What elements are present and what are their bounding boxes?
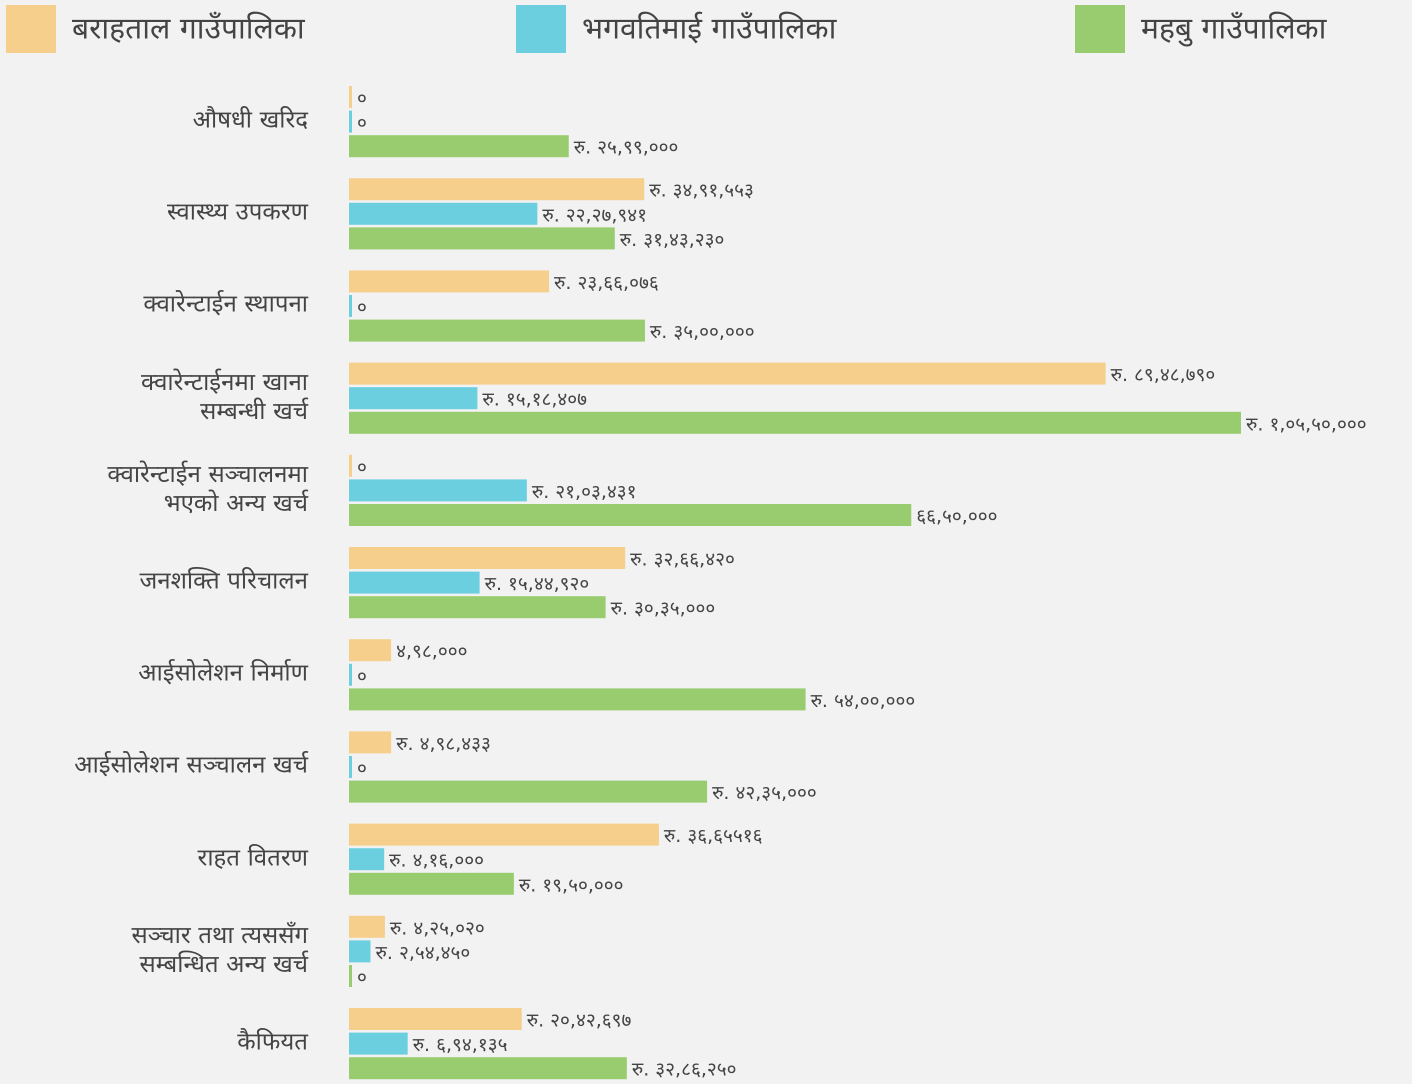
value-label: रु. १५,४४,९२०	[485, 573, 590, 595]
legend-swatch	[6, 5, 56, 53]
bar	[349, 663, 352, 686]
bar	[349, 387, 478, 410]
value-label: रु. ८९,४८,७९०	[1111, 364, 1216, 386]
bar	[349, 848, 385, 871]
bar	[349, 270, 550, 293]
category-label: राहत वितरण	[197, 843, 309, 872]
value-label: रु. १९,५०,०००	[519, 874, 624, 896]
value-label: रु. २३,६६,०७६	[554, 272, 659, 294]
value-label: रु. ३०,३५,०००	[611, 598, 716, 620]
legend-label: बराहताल गाउँपालिका	[72, 12, 306, 47]
bar	[349, 731, 392, 754]
legend-label: भगवतिमाई गाउँपालिका	[582, 12, 838, 47]
category-label: क्वारेन्टाईन सञ्चालनमा भएको अन्य खर्च	[107, 459, 308, 517]
bar	[349, 227, 615, 250]
value-label: रु. ४२,३५,०००	[712, 782, 817, 804]
bar	[349, 178, 645, 201]
category-label: आईसोलेशन सञ्चालन खर्च	[74, 750, 308, 779]
value-label: रु. ६,९४,१३५	[413, 1034, 508, 1056]
value-label: रु. ४,९८,४३३	[396, 733, 491, 755]
bar	[349, 454, 352, 477]
bar	[349, 362, 1106, 385]
bar	[349, 965, 352, 987]
category-label: कैफियत	[237, 1027, 308, 1056]
value-label: ०	[357, 967, 367, 989]
value-label: रु. २५,९९,०००	[574, 137, 679, 159]
value-label: रु. २२,२७,९४१	[542, 204, 647, 226]
value-label: रु. ३५,००,०००	[650, 321, 755, 343]
bar	[349, 756, 352, 778]
bar	[349, 202, 538, 225]
bar	[349, 1057, 627, 1080]
category-label: स्वास्थ्य उपकरण	[167, 197, 308, 226]
value-label: रु. ५४,००,०००	[811, 690, 916, 712]
value-label: रु. १,०५,५०,०००	[1246, 413, 1367, 435]
value-label: ०	[357, 665, 367, 687]
bar	[349, 688, 806, 711]
bar	[349, 823, 659, 846]
value-label: रु. ४,२५,०२०	[390, 917, 485, 939]
value-label: ०	[357, 112, 367, 134]
category-label: आईसोलेशन निर्माण	[138, 658, 308, 687]
bar	[349, 86, 352, 108]
value-label: रु. ३१,४३,२३०	[620, 229, 725, 251]
value-label: रु. ४,१६,०००	[389, 850, 484, 872]
category-label: क्वारेन्टाईन स्थापना	[143, 289, 308, 318]
bar	[349, 411, 1241, 434]
category-label: औषधी खरिद	[192, 105, 308, 134]
bar	[349, 319, 645, 342]
bar	[349, 295, 352, 317]
bar	[349, 940, 371, 963]
value-label: ६६,५०,०००	[916, 506, 997, 528]
bar	[349, 547, 626, 569]
value-label: रु. ३२,८६,२५०	[632, 1059, 737, 1081]
category-label: क्वारेन्टाईनमा खाना सम्बन्धी खर्च	[141, 367, 308, 425]
value-label: रु. २०,४२,६९७	[527, 1010, 632, 1032]
bar	[349, 596, 606, 619]
value-label: रु. २१,०३,४३१	[532, 481, 637, 503]
value-label: ०	[357, 88, 367, 110]
value-label: रु. ३४,९१,५५३	[649, 180, 754, 202]
bar	[349, 571, 480, 594]
bar	[349, 504, 912, 526]
bar	[349, 479, 527, 502]
bar	[349, 1032, 408, 1055]
value-label: ४,९८,०००	[396, 641, 467, 663]
bar	[349, 1008, 522, 1030]
value-label: ०	[357, 297, 367, 319]
value-label: रु. ३२,६६,४२०	[630, 549, 735, 571]
bar	[349, 135, 569, 158]
value-label: रु. १५,१८,४०७	[482, 389, 587, 411]
bar	[349, 780, 708, 803]
value-label: रु. ३६,६५५१६	[664, 825, 763, 847]
category-label: जनशक्ति परिचालन	[139, 566, 308, 595]
bar	[349, 915, 385, 938]
bar	[349, 639, 392, 662]
legend-swatch	[1075, 5, 1125, 53]
legend-label: महबु गाउँपालिका	[1141, 12, 1328, 48]
legend-swatch	[516, 5, 566, 53]
value-label: ०	[357, 758, 367, 780]
category-label: सञ्चार तथा त्यससँग सम्बन्धित अन्य खर्च	[131, 920, 308, 978]
value-label: ०	[357, 456, 367, 478]
bar	[349, 110, 352, 133]
value-label: रु. २,५४,४५०	[376, 942, 471, 964]
bar	[349, 872, 514, 895]
